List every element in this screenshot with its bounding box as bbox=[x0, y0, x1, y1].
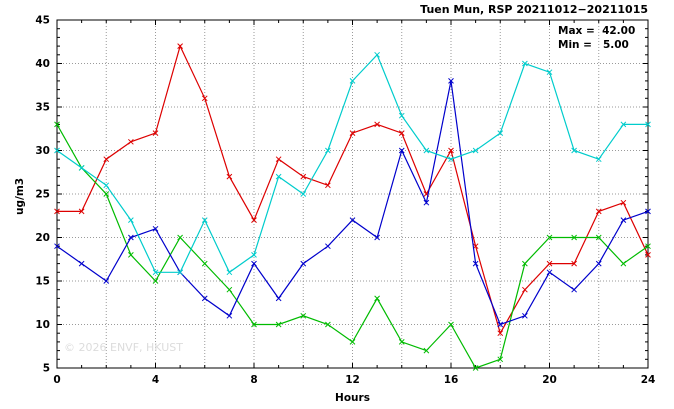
svg-text:30: 30 bbox=[35, 145, 50, 157]
svg-text:12: 12 bbox=[345, 374, 360, 386]
svg-text:5: 5 bbox=[43, 363, 50, 375]
watermark: © 2026 ENVF, HKUST bbox=[64, 341, 183, 354]
svg-text:0: 0 bbox=[53, 374, 60, 386]
svg-text:45: 45 bbox=[35, 15, 50, 27]
svg-text:10: 10 bbox=[35, 319, 50, 331]
svg-text:25: 25 bbox=[35, 189, 50, 201]
svg-text:24: 24 bbox=[641, 374, 656, 386]
svg-text:35: 35 bbox=[35, 102, 50, 114]
chart-title: Tuen Mun, RSP 20211012−20211015 bbox=[420, 3, 648, 16]
svg-text:4: 4 bbox=[152, 374, 159, 386]
svg-text:15: 15 bbox=[35, 276, 50, 288]
min-label: Min = 5.00 bbox=[558, 39, 629, 52]
x-axis-label: Hours bbox=[335, 392, 370, 404]
svg-text:8: 8 bbox=[250, 374, 257, 386]
maxmin-annotation: Max = 42.00 Min = 5.00 bbox=[558, 24, 635, 52]
y-axis-label: ug/m3 bbox=[14, 177, 26, 215]
svg-text:16: 16 bbox=[444, 374, 459, 386]
svg-text:20: 20 bbox=[542, 374, 557, 386]
svg-text:20: 20 bbox=[35, 232, 50, 244]
max-label: Max = 42.00 bbox=[558, 25, 636, 37]
svg-text:40: 40 bbox=[35, 58, 50, 70]
